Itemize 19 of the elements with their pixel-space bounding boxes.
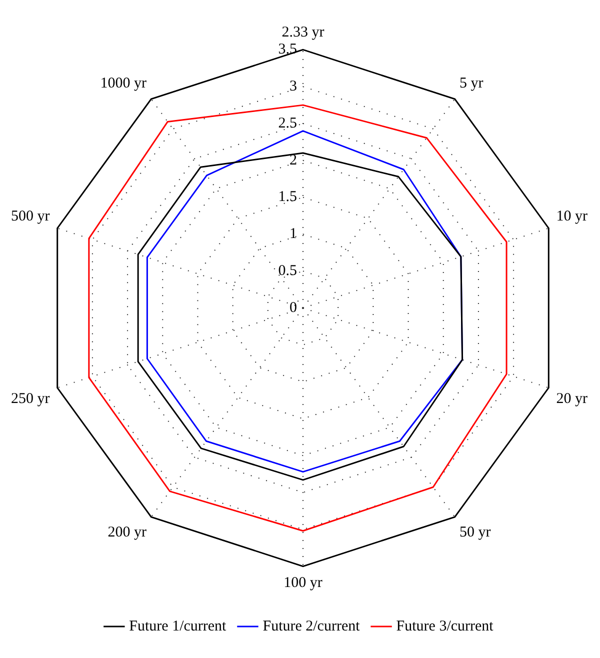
spoke-label: 1000 yr — [100, 76, 146, 92]
y-tick-label: 2.5 — [278, 115, 297, 132]
spoke-label: 5 yr — [460, 76, 484, 92]
spoke-label: 2.33 yr — [282, 24, 324, 41]
y-tick-label: 0.5 — [278, 263, 297, 280]
spoke-label: 500 yr — [10, 208, 50, 225]
y-tick-label: 1.5 — [278, 189, 297, 206]
legend-label: Future 2/current — [262, 618, 361, 634]
spoke-label: 100 yr — [284, 575, 322, 592]
spoke-label: 20 yr — [556, 391, 588, 408]
spoke-label: 200 yr — [108, 524, 146, 540]
spoke-label: 250 yr — [10, 391, 50, 408]
spoke-label: 50 yr — [460, 524, 491, 540]
legend-label: Future 3/current — [396, 618, 494, 634]
y-tick-label: 1 — [290, 226, 297, 242]
y-tick-label: 0 — [290, 300, 297, 316]
spoke-label: 10 yr — [556, 208, 588, 225]
legend-label: Future 1/current — [129, 618, 228, 634]
y-tick-label: 3 — [290, 78, 297, 95]
